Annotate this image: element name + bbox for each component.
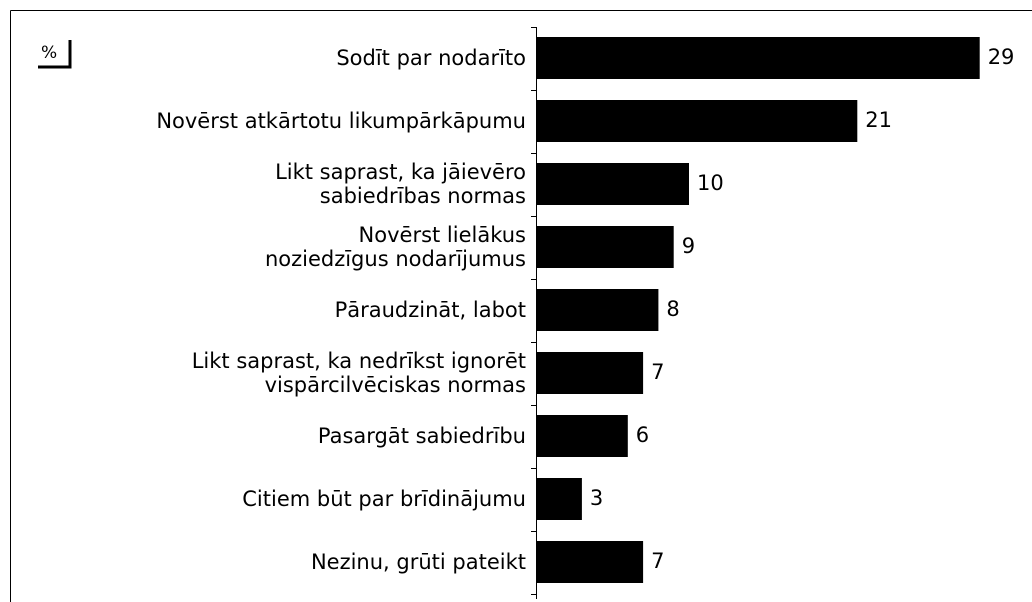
bar (536, 100, 858, 142)
category-label: Citiem būt par brīdinājumu (242, 487, 526, 511)
unit-label: % (41, 43, 57, 63)
category-label: Novērst atkārtotu likumpārkāpumu (156, 109, 526, 133)
category-label: Novērst lielākus noziedzīgus nodarījumus (264, 223, 526, 271)
category-label: Likt saprast, ka jāievēro sabiedrības no… (275, 160, 526, 208)
value-label: 29 (988, 45, 1015, 69)
category-label: Sodīt par nodarīto (336, 46, 526, 70)
category-label: Nezinu, grūti pateikt (310, 550, 526, 574)
value-label: 7 (651, 360, 664, 384)
category-label: Likt saprast, ka nedrīkst ignorēt vispār… (191, 349, 526, 397)
value-label: 10 (697, 171, 724, 195)
bar (536, 289, 659, 331)
bar (536, 415, 628, 457)
bar (536, 37, 980, 79)
bar (536, 541, 644, 583)
unit-bracket (38, 40, 72, 69)
bar (536, 352, 644, 394)
value-label: 3 (590, 486, 603, 510)
value-label: 8 (666, 297, 679, 321)
value-label: 6 (636, 423, 649, 447)
bar (536, 226, 674, 268)
category-label: Pasargāt sabiedrību (317, 424, 526, 448)
value-label: 7 (651, 549, 664, 573)
bar (536, 163, 689, 205)
bar (536, 478, 582, 520)
category-label: Pāraudzināt, labot (334, 298, 526, 322)
value-label: 9 (682, 234, 695, 258)
value-label: 21 (865, 108, 892, 132)
